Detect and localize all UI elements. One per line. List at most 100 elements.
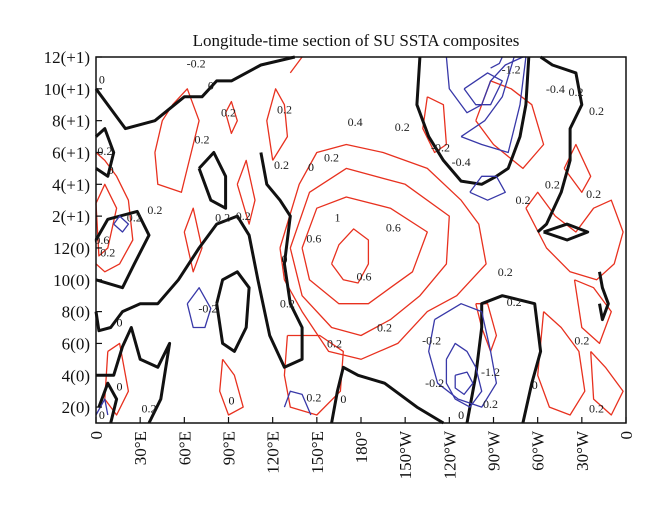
- x-tick-label-3: 90°E: [220, 431, 239, 465]
- contour-line-46: [445, 342, 483, 408]
- contour-line-48: [490, 56, 503, 69]
- contour-label-35: 0.2: [515, 193, 530, 207]
- contour-label-24: 0.2: [324, 150, 339, 164]
- contour-label-28: -0.4: [452, 155, 471, 169]
- contour-label-7: 0: [108, 163, 114, 177]
- y-tick-label-9: 8(+1): [52, 112, 90, 131]
- contour-label-17: 0: [308, 160, 314, 174]
- contour-line-30: [97, 381, 119, 424]
- contour-label-50: 0: [99, 408, 105, 422]
- contour-label-38: 0.2: [377, 321, 392, 335]
- contour-label-46: 0.2: [306, 391, 321, 405]
- contour-line-39: [469, 175, 506, 201]
- contour-label-40: -1.2: [481, 365, 500, 379]
- contour-line-18: [590, 350, 624, 416]
- contour-label-52: 0: [117, 316, 123, 330]
- contour-label-3: 0.2: [277, 103, 292, 117]
- contour-line-33: [415, 56, 531, 186]
- contour-label-31: 0.2: [568, 85, 583, 99]
- contour-line-32: [465, 294, 543, 424]
- contour-line-3: [289, 167, 450, 337]
- contour-label-49: 0.2: [142, 402, 157, 416]
- x-tick-label-9: 90°W: [485, 430, 504, 471]
- x-tick-label-5: 150°E: [308, 431, 327, 474]
- contour-line-1: [301, 196, 428, 305]
- y-tick-label-0: 2(0): [62, 398, 90, 417]
- x-axis: 0 30°E 60°E 90°E 120°E 150°E 180° 150°W 120°W 90°…: [87, 417, 636, 479]
- contour-line-10: [224, 100, 238, 135]
- contour-label-14: 0.2: [215, 211, 230, 225]
- contour-line-47: [454, 371, 474, 396]
- y-tick-label-5: 12(0): [53, 239, 90, 258]
- contour-label-37: -0.2: [422, 333, 441, 347]
- contour-line-11: [266, 88, 289, 161]
- contour-labels: 0 0-0.20.20.20.20.200.20.60.20.20.20.20.2…: [94, 56, 604, 422]
- contour-line-40: [428, 303, 498, 408]
- chart-title: Longitude-time section of SU SSTA compos…: [193, 31, 520, 50]
- contour-label-20: 1: [334, 211, 340, 225]
- contour-label-5: 0.2: [195, 133, 210, 147]
- contour-label-23: 0.2: [327, 336, 342, 350]
- x-tick-label-11: 30°W: [573, 430, 592, 471]
- contour-label-51: 0: [117, 379, 123, 393]
- contour-line-22: [289, 56, 303, 74]
- contour-label-43: 0.2: [574, 333, 589, 347]
- contour-label-26: 0.4: [348, 115, 363, 129]
- y-tick-label-7: 4(+1): [52, 175, 90, 194]
- contour-line-36: [598, 271, 610, 322]
- contour-line-45: [463, 72, 503, 106]
- x-tick-label-4: 120°E: [264, 431, 283, 474]
- contour-line-8: [183, 207, 203, 273]
- contour-line-6: [154, 88, 200, 193]
- contour-line-28: [215, 270, 251, 353]
- contour-label-10: 0.2: [100, 246, 115, 260]
- contour-label-41: 0.2: [483, 397, 498, 411]
- contour-label-12: 0.2: [221, 106, 236, 120]
- contour-label-4: 0.2: [274, 158, 289, 172]
- x-tick-label-2: 60°E: [175, 431, 194, 465]
- y-tick-label-4: 10(0): [53, 271, 90, 290]
- contour-label-22: 0.6: [356, 270, 371, 284]
- contour-label-44: 0.2: [589, 402, 604, 416]
- contour-line-41: [283, 390, 312, 416]
- contour-line-27: [197, 151, 228, 210]
- y-tick-label-8: 6(+1): [52, 143, 90, 162]
- contour-line-16: [537, 311, 586, 416]
- contour-label-19: 0.6: [306, 231, 321, 245]
- contour-label-15: -0.2: [198, 301, 217, 315]
- contour-label-6: 0.2: [147, 203, 162, 217]
- contour-label-33: 0.2: [545, 177, 560, 191]
- x-tick-label-0: 0: [87, 431, 106, 440]
- contour-line-24: [94, 209, 151, 290]
- contour-label-1: 0: [208, 79, 214, 93]
- contour-label-48: 0: [228, 394, 234, 408]
- contour-line-0: [330, 228, 370, 284]
- y-tick-label-10: 10(+1): [44, 80, 90, 99]
- contour-label-45: 0: [532, 378, 538, 392]
- contour-line-25: [94, 127, 116, 178]
- contour-label-0: 0: [99, 72, 105, 86]
- y-tick-label-1: 4(0): [62, 366, 90, 385]
- y-axis: 2(0) 4(0) 6(0) 8(0) 10(0) 12(0) 2(+1) 4(+1) 6(+1…: [44, 48, 102, 417]
- contour-label-8: 0.2: [97, 144, 112, 158]
- contour-label-29: -1.2: [502, 63, 521, 77]
- contour-label-21: 0.6: [386, 220, 401, 234]
- contour-line-12: [283, 334, 344, 416]
- contour-line-34: [536, 55, 584, 234]
- contour-line-15: [563, 143, 592, 193]
- contour-label-32: 0.2: [589, 104, 604, 118]
- y-tick-label-11: 12(+1): [44, 48, 90, 67]
- contour-line-31: [330, 365, 445, 425]
- y-tick-label-6: 2(+1): [52, 207, 90, 226]
- contour-line-17: [573, 279, 612, 345]
- x-tick-label-10: 60°W: [529, 430, 548, 471]
- y-tick-label-2: 6(0): [62, 334, 90, 353]
- contour-line-42: [186, 287, 212, 329]
- contour-line-26: [94, 152, 304, 369]
- x-tick-label-8: 120°W: [440, 430, 459, 479]
- contour-label-16: 0: [281, 252, 287, 266]
- contour-label-25: 0.2: [395, 120, 410, 134]
- contour-label-9: 0.6: [94, 233, 109, 247]
- contour-label-42: 0: [458, 408, 464, 422]
- contour-line-5: [279, 143, 487, 360]
